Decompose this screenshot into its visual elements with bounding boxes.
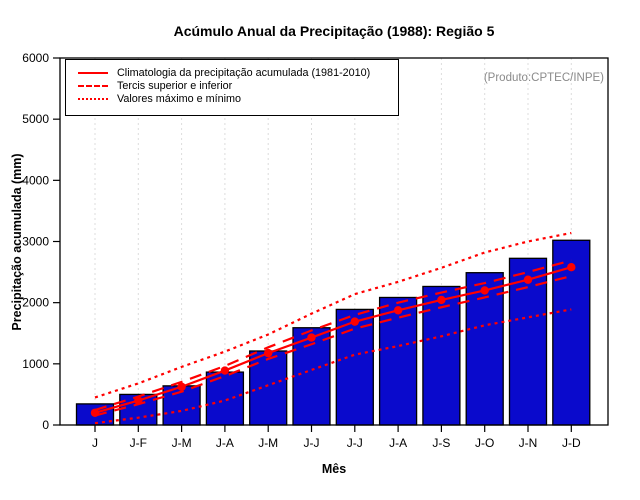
- legend-entry-max-min: Valores máximo e mínimo: [66, 92, 398, 105]
- data-point: [220, 366, 230, 375]
- legend-label: Climatologia da precipitação acumulada (…: [117, 66, 371, 79]
- y-tick-label: 0: [42, 418, 49, 432]
- x-tick-label: J-M: [172, 436, 192, 450]
- data-point: [177, 382, 186, 391]
- y-tick-label: 1000: [22, 357, 49, 371]
- y-tick-label: 5000: [22, 112, 49, 126]
- data-point: [567, 262, 576, 272]
- x-tick-label: J-O: [475, 436, 494, 450]
- y-axis-label: Precipitação acumulada (mm): [10, 153, 24, 331]
- data-point: [307, 333, 316, 342]
- product-annotation: (Produto:CPTEC/INPE): [483, 72, 604, 84]
- solid-line-icon: [78, 71, 108, 74]
- series-climatologia: [94, 266, 572, 414]
- series-tercil-superior: [94, 259, 572, 412]
- x-tick-label: J-M: [258, 436, 278, 450]
- x-tick-label: J-A: [216, 436, 234, 450]
- data-point: [264, 348, 273, 358]
- y-tick-label: 4000: [22, 173, 49, 187]
- y-tick-label: 6000: [22, 51, 49, 65]
- legend-entry-tercis: Tercis superior e inferior: [66, 79, 398, 92]
- dotted-line-icon: [78, 97, 108, 100]
- x-tick-label: J: [92, 436, 98, 450]
- legend-label: Valores máximo e mínimo: [117, 92, 242, 105]
- x-tick-label: J-A: [389, 436, 407, 450]
- x-tick-label: J-F: [130, 436, 147, 450]
- chart-title: Acúmulo Anual da Precipitação (1988): Re…: [173, 23, 495, 39]
- y-tick-label: 2000: [22, 296, 49, 310]
- series-tercil-inferior: [94, 274, 572, 417]
- dashed-line-icon: [78, 84, 108, 87]
- legend-entry-climatologia: Climatologia da precipitação acumulada (…: [66, 66, 398, 79]
- bar: [508, 257, 548, 426]
- data-point: [480, 286, 489, 295]
- data-point: [350, 317, 359, 326]
- bar: [249, 350, 288, 426]
- x-tick-label: J-D: [562, 436, 581, 450]
- data-point: [523, 275, 533, 284]
- series-minimo: [94, 308, 572, 425]
- x-tick-label: J-J: [304, 436, 320, 450]
- bar: [378, 296, 418, 426]
- x-axis-label: Mês: [321, 462, 347, 476]
- bar: [465, 272, 504, 426]
- x-tick-label: J-S: [432, 436, 450, 450]
- y-tick-label: 3000: [22, 235, 49, 249]
- legend-box: Climatologia da precipitação acumulada (…: [65, 59, 399, 116]
- series-maximo: [94, 231, 572, 399]
- x-tick-label: J-J: [347, 436, 363, 450]
- data-point: [393, 306, 403, 315]
- bar: [422, 285, 461, 426]
- legend-label: Tercis superior e inferior: [117, 79, 233, 92]
- plot-frame: [59, 57, 609, 426]
- bar: [335, 308, 374, 426]
- data-point: [437, 295, 446, 305]
- x-tick-label: J-N: [519, 436, 538, 450]
